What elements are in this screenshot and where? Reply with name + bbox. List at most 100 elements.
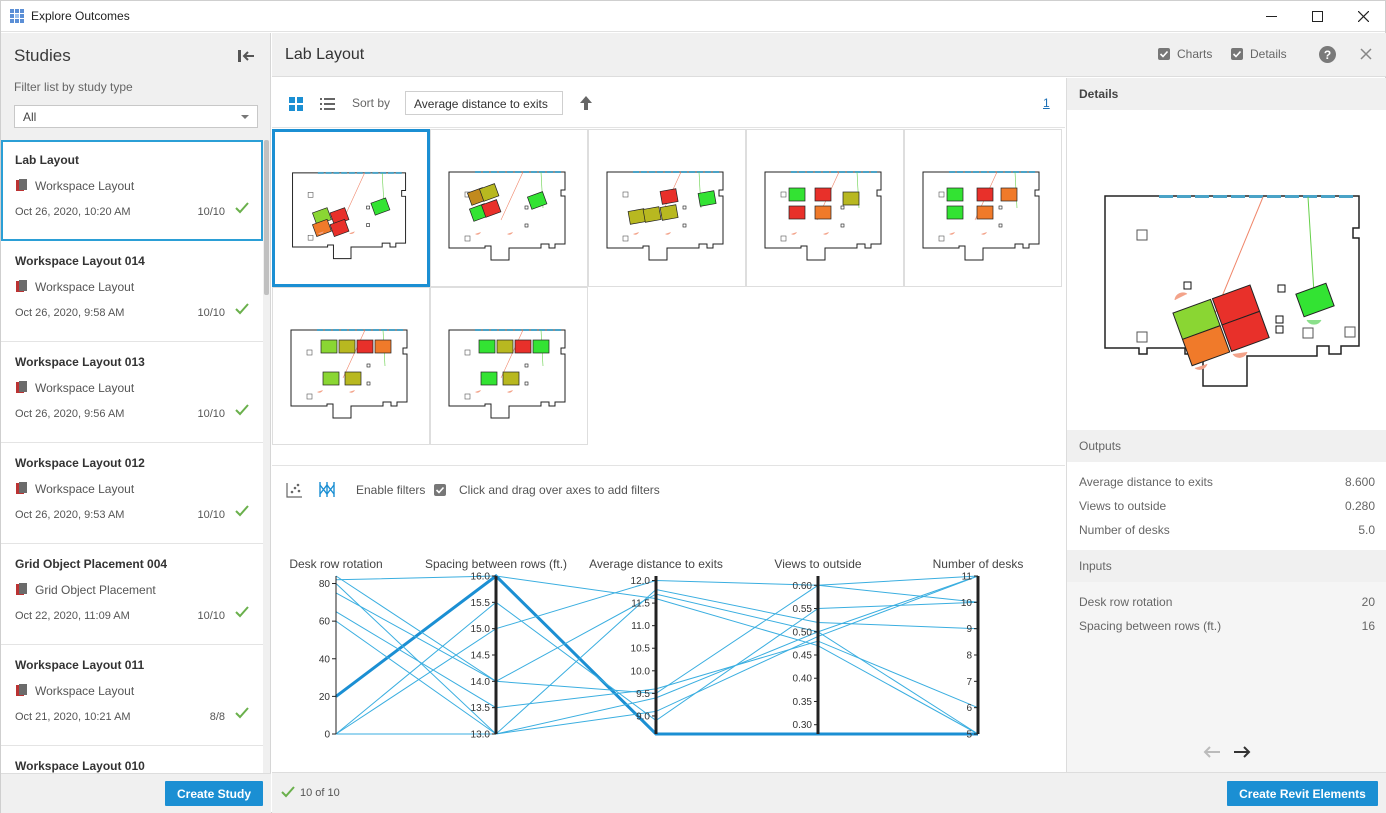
study-item[interactable]: Workspace Layout 011 Workspace Layout Oc…: [1, 645, 263, 746]
inputs-list: Desk row rotation 20 Spacing between row…: [1067, 582, 1386, 646]
study-type: Grid Object Placement: [35, 583, 156, 597]
study-item-lab-layout[interactable]: Lab Layout Workspace Layout Oct 26, 2020…: [1, 140, 263, 241]
study-item[interactable]: Workspace Layout 010: [1, 746, 263, 773]
previous-arrow-icon[interactable]: [1203, 746, 1221, 758]
output-label: Views to outside: [1079, 499, 1167, 513]
check-icon: [235, 202, 249, 214]
study-type-icon: [16, 583, 27, 595]
axis-label: Number of desks: [933, 557, 1024, 571]
page-number[interactable]: 1: [1043, 96, 1050, 110]
input-value: 16: [1361, 619, 1375, 633]
minimize-icon: [1265, 15, 1277, 17]
tick-label: 14.5: [471, 651, 491, 662]
parallel-coordinates-icon[interactable]: [318, 481, 336, 498]
window-title: Explore Outcomes: [31, 9, 130, 23]
tick-label: 13.5: [471, 703, 491, 714]
tick-label: 0: [324, 730, 330, 741]
study-name: Workspace Layout 014: [15, 254, 145, 268]
enable-filters-checkbox[interactable]: [434, 484, 446, 496]
create-study-button[interactable]: Create Study: [165, 781, 263, 806]
tick-label: 14.0: [471, 677, 491, 688]
left-footer: Create Study: [1, 773, 271, 813]
study-date: Oct 26, 2020, 10:20 AM: [15, 206, 131, 218]
axis-label: Desk row rotation: [289, 557, 382, 571]
maximize-icon: [1311, 11, 1323, 22]
output-value: 0.280: [1344, 499, 1375, 513]
outcome-thumbnail[interactable]: [272, 287, 430, 445]
outcome-thumbnail-selected[interactable]: [272, 129, 430, 287]
outcome-thumbnail[interactable]: [904, 129, 1062, 287]
sort-ascending-icon[interactable]: [579, 95, 593, 111]
details-checkbox[interactable]: [1231, 48, 1243, 60]
scatter-plot-icon[interactable]: [286, 482, 303, 498]
study-item[interactable]: Workspace Layout 012 Workspace Layout Oc…: [1, 443, 263, 544]
check-icon: [235, 303, 249, 315]
check-icon: [281, 786, 295, 798]
study-type: Workspace Layout: [35, 381, 135, 395]
maximize-button[interactable]: [1294, 1, 1340, 32]
check-icon: [235, 707, 249, 719]
details-panel: Details: [1066, 78, 1386, 772]
tick-label: 0.40: [793, 674, 813, 685]
app-grid-icon: [10, 9, 24, 23]
tick-label: 0.50: [793, 627, 813, 638]
study-date: Oct 22, 2020, 11:09 AM: [15, 610, 130, 622]
floor-plan-thumbnail: [292, 171, 407, 260]
output-value: 8.600: [1344, 475, 1375, 489]
check-icon: [235, 505, 249, 517]
close-icon[interactable]: [1358, 46, 1374, 62]
scrollbar-thumb[interactable]: [264, 140, 269, 295]
study-count: 10/10: [197, 206, 225, 218]
axis-label: Views to outside: [774, 557, 861, 571]
floor-plan-thumbnail: [448, 329, 566, 419]
floor-plan-thumbnail: [606, 171, 724, 261]
axis-label: Spacing between rows (ft.): [425, 557, 567, 571]
outcome-thumbnail[interactable]: [430, 129, 588, 287]
tick-label: 12.0: [631, 576, 651, 587]
study-item[interactable]: Grid Object Placement 004 Grid Object Pl…: [1, 544, 263, 645]
outcome-thumbnail[interactable]: [746, 129, 904, 287]
outcome-thumbnails: [272, 129, 1065, 464]
enable-filters-label: Enable filters: [356, 483, 426, 497]
parallel-coordinates-panel: Enable filters Click and drag over axes …: [272, 465, 1065, 771]
help-icon[interactable]: ?: [1319, 46, 1336, 63]
study-item[interactable]: Workspace Layout 014 Workspace Layout Oc…: [1, 241, 263, 342]
study-count: 10/10: [197, 408, 225, 420]
charts-checkbox[interactable]: [1158, 48, 1170, 60]
floor-plan-preview: [1104, 195, 1360, 387]
collapse-panel-icon[interactable]: [237, 48, 255, 64]
study-item[interactable]: Workspace Layout 013 Workspace Layout Oc…: [1, 342, 263, 443]
list-view-icon[interactable]: [320, 97, 335, 111]
outcome-thumbnail[interactable]: [430, 287, 588, 445]
study-date: Oct 26, 2020, 9:53 AM: [15, 509, 125, 521]
tick-label: 0.45: [793, 651, 813, 662]
study-name: Workspace Layout 012: [15, 456, 145, 470]
input-label: Spacing between rows (ft.): [1079, 619, 1222, 633]
study-count: 10/10: [197, 307, 225, 319]
next-arrow-icon[interactable]: [1233, 746, 1251, 758]
sort-by-select[interactable]: Average distance to exits: [405, 91, 563, 115]
tick-label: 60: [319, 617, 331, 628]
grid-view-icon[interactable]: [289, 97, 303, 111]
tick-label: 15.0: [471, 624, 491, 635]
create-revit-elements-button[interactable]: Create Revit Elements: [1227, 781, 1378, 806]
study-type-filter-select[interactable]: All: [14, 105, 258, 128]
tick-label: 20: [319, 692, 331, 703]
output-label: Average distance to exits: [1079, 475, 1213, 489]
close-window-button[interactable]: [1340, 1, 1386, 32]
details-header: Details: [1067, 78, 1386, 110]
charts-label: Charts: [1177, 47, 1213, 61]
outcome-thumbnail[interactable]: [588, 129, 746, 287]
inputs-title: Inputs: [1079, 559, 1112, 573]
tick-label: 15.5: [471, 598, 491, 609]
study-date: Oct 21, 2020, 10:21 AM: [15, 711, 131, 723]
tick-label: 11: [962, 572, 973, 583]
checkmark-icon: [1232, 50, 1242, 58]
minimize-button[interactable]: [1248, 1, 1294, 32]
tick-label: 10.0: [631, 666, 651, 677]
study-count: 10/10: [197, 610, 225, 622]
studies-panel: Studies Filter list by study type All La…: [1, 33, 271, 813]
study-list-scrollbar[interactable]: [264, 140, 269, 773]
close-icon: [1357, 11, 1369, 22]
parallel-coordinates-chart[interactable]: Desk row rotation 0 20 40 60 80 Spacing betwee…: [272, 546, 1065, 756]
